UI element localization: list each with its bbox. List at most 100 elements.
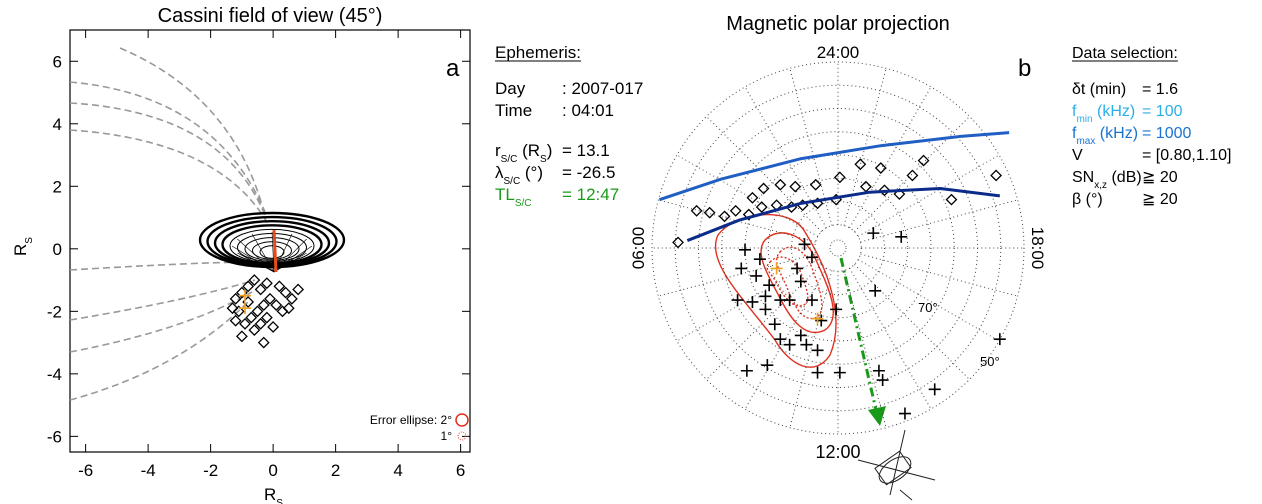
point bbox=[833, 171, 846, 184]
block-value: = -26.5 bbox=[562, 163, 615, 182]
point bbox=[869, 284, 882, 297]
direction-arrow bbox=[839, 257, 878, 411]
y-tick-label: 0 bbox=[53, 240, 62, 259]
x-tick-label: -4 bbox=[141, 461, 156, 480]
block-heading: Ephemeris: bbox=[495, 43, 581, 62]
point bbox=[251, 305, 264, 318]
lt-label: 24:00 bbox=[817, 43, 860, 62]
point bbox=[878, 184, 891, 197]
block-heading: Data selection: bbox=[1072, 45, 1178, 62]
plot-frame bbox=[69, 29, 471, 453]
point bbox=[703, 206, 716, 219]
lt-label: 18:00 bbox=[1028, 227, 1047, 270]
label-part: λ bbox=[495, 163, 504, 182]
point bbox=[279, 286, 292, 299]
panel-label: b bbox=[1018, 55, 1031, 82]
point bbox=[245, 311, 258, 324]
block-value: ≧ 20 bbox=[1142, 191, 1178, 208]
point bbox=[759, 290, 772, 303]
block-value: = 1000 bbox=[1142, 125, 1191, 142]
point bbox=[226, 302, 239, 315]
point bbox=[794, 275, 807, 288]
point bbox=[729, 204, 742, 217]
meridian bbox=[271, 231, 275, 273]
point bbox=[742, 208, 755, 221]
subscript: S bbox=[540, 154, 547, 165]
y-tick-label: 6 bbox=[53, 52, 62, 71]
label-part: V bbox=[1072, 147, 1083, 164]
polar-ring bbox=[744, 154, 932, 342]
block-label: fmin (kHz) bbox=[1072, 103, 1135, 125]
point bbox=[273, 280, 286, 293]
y-tick-label: -2 bbox=[47, 302, 62, 321]
meridian bbox=[251, 233, 275, 273]
point bbox=[761, 359, 774, 372]
oval-line bbox=[686, 186, 1001, 242]
label-part: β (°) bbox=[1072, 191, 1103, 208]
point bbox=[257, 336, 270, 349]
x-tick-label: 4 bbox=[393, 461, 402, 480]
pole-marker bbox=[829, 239, 847, 257]
point bbox=[270, 299, 283, 312]
error-label: Error ellipse: 2° bbox=[370, 413, 452, 427]
point bbox=[248, 274, 261, 286]
block-label: TLS/C bbox=[495, 185, 532, 209]
label-part: R bbox=[11, 244, 30, 256]
point bbox=[928, 383, 941, 396]
block-value: = [0.80,1.10] bbox=[1142, 147, 1231, 164]
ring bbox=[252, 241, 292, 260]
point bbox=[282, 302, 295, 315]
polar-spoke bbox=[849, 267, 932, 410]
lat-label: 70° bbox=[918, 300, 938, 315]
block-value: = 1.6 bbox=[1142, 81, 1178, 98]
point bbox=[809, 178, 822, 191]
point bbox=[239, 317, 251, 330]
label-part: (R bbox=[517, 141, 540, 160]
point bbox=[783, 338, 796, 351]
point bbox=[898, 407, 911, 420]
block-value: = 13.1 bbox=[562, 141, 610, 160]
point bbox=[264, 292, 276, 305]
point bbox=[800, 338, 813, 351]
point bbox=[789, 180, 802, 193]
point bbox=[993, 333, 1006, 346]
point bbox=[876, 374, 889, 387]
point bbox=[763, 279, 776, 292]
block-label: SNx,z (dB) bbox=[1072, 169, 1142, 191]
point bbox=[735, 262, 748, 275]
point bbox=[757, 182, 770, 195]
polar-ring bbox=[674, 84, 1002, 412]
point bbox=[794, 329, 807, 342]
subscript: x,z bbox=[1094, 180, 1107, 191]
ring bbox=[221, 224, 323, 265]
point bbox=[906, 169, 919, 182]
meridian bbox=[273, 252, 307, 273]
point bbox=[731, 294, 744, 307]
point bbox=[750, 269, 763, 282]
polar-spoke bbox=[843, 270, 887, 428]
error-circle bbox=[455, 413, 469, 427]
point bbox=[774, 333, 787, 346]
meridian bbox=[231, 245, 275, 273]
error-label: 1° bbox=[441, 429, 453, 443]
ring bbox=[229, 228, 315, 264]
point bbox=[248, 324, 261, 337]
point bbox=[768, 318, 781, 331]
point bbox=[229, 292, 242, 305]
point bbox=[672, 236, 684, 249]
label-part: Day bbox=[495, 79, 526, 98]
label-part: (kHz) bbox=[1095, 125, 1138, 142]
subscript: S/C bbox=[515, 198, 532, 209]
label-part: (dB) bbox=[1107, 169, 1142, 186]
label-part: f bbox=[1072, 103, 1077, 120]
point bbox=[690, 204, 703, 217]
oval-line bbox=[658, 131, 1010, 202]
point bbox=[811, 344, 824, 357]
block-value: : 04:01 bbox=[562, 101, 614, 120]
point bbox=[791, 262, 804, 275]
point bbox=[260, 277, 273, 290]
subscript: S/C bbox=[504, 176, 521, 187]
panel-label: a bbox=[446, 55, 460, 82]
block-label: Day bbox=[495, 79, 526, 98]
polar-spoke bbox=[860, 199, 1018, 243]
